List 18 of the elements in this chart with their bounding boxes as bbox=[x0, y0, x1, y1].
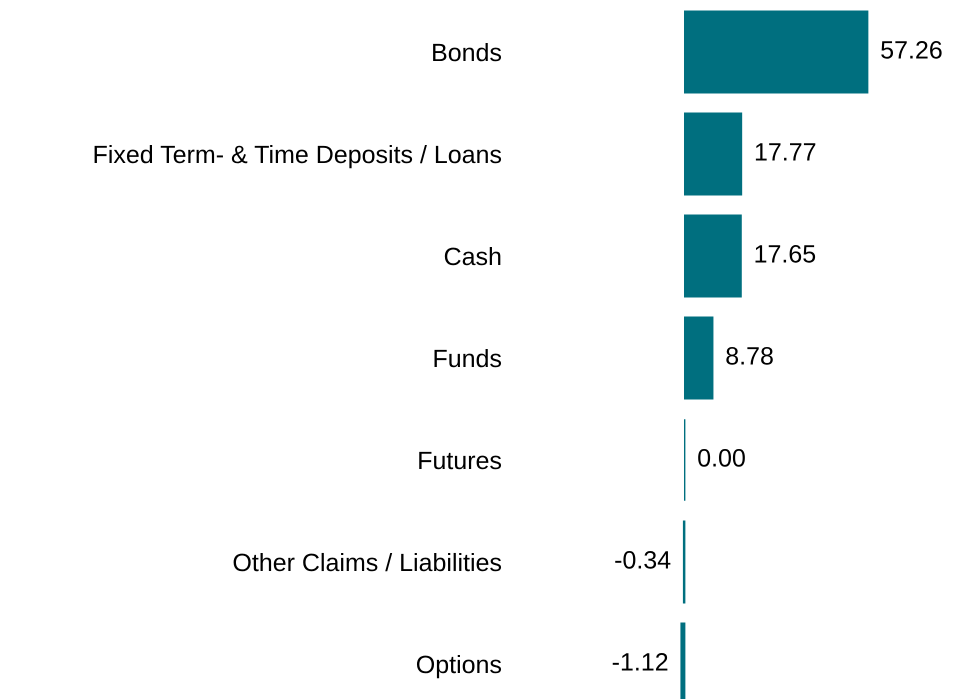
y-tick-label: Funds bbox=[434, 348, 502, 368]
y-tick-label: Futures bbox=[419, 452, 502, 470]
bar bbox=[684, 10, 868, 94]
bar bbox=[684, 316, 714, 400]
bar bbox=[684, 214, 742, 298]
y-tick-label: Bonds bbox=[433, 42, 502, 62]
data-label: -1.12 bbox=[612, 653, 668, 670]
y-tick-label: Fixed Term- & Time Deposits / Loans bbox=[94, 144, 502, 168]
data-label: 8.78 bbox=[726, 347, 773, 365]
data-label: 57.26 bbox=[881, 41, 942, 59]
data-label: 17.65 bbox=[756, 245, 816, 263]
y-tick-label: Other Claims / Liabilities bbox=[234, 552, 502, 572]
y-tick-label: Options bbox=[416, 654, 502, 678]
data-label: 17.77 bbox=[756, 143, 816, 160]
bar bbox=[684, 112, 742, 196]
y-tick-label: Cash bbox=[444, 246, 500, 266]
data-label: 0.00 bbox=[698, 449, 745, 467]
data-label: -0.34 bbox=[615, 551, 670, 569]
